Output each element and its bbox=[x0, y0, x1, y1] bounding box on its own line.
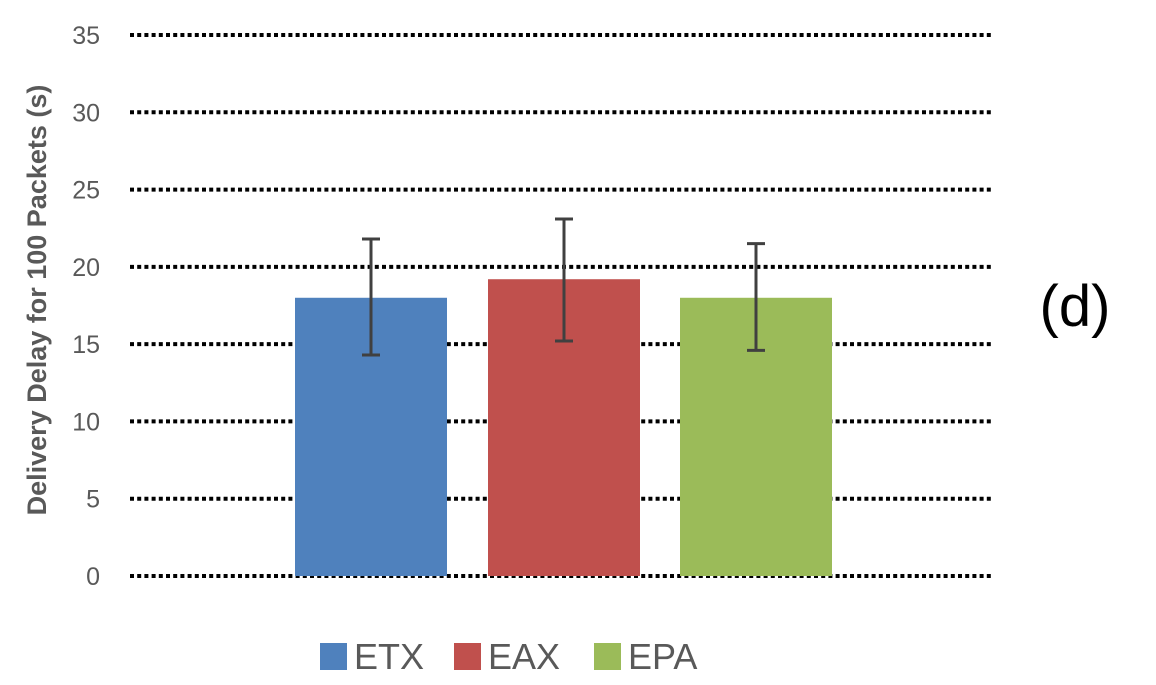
y-tick-label: 10 bbox=[72, 408, 100, 436]
legend-item-etx: ETX bbox=[320, 636, 424, 677]
legend-label: ETX bbox=[354, 636, 424, 677]
legend: ETX EAX EPA bbox=[320, 636, 697, 677]
legend-item-epa: EPA bbox=[594, 636, 697, 677]
y-tick-label: 30 bbox=[72, 99, 100, 127]
legend-swatch bbox=[454, 643, 481, 670]
error-bar-epa bbox=[747, 242, 765, 352]
legend-label: EAX bbox=[488, 636, 560, 677]
error-bar-etx bbox=[362, 237, 380, 357]
legend-swatch bbox=[594, 643, 621, 670]
panel-label: (d) bbox=[1040, 274, 1111, 339]
y-tick-label: 20 bbox=[72, 254, 100, 282]
y-tick-label: 5 bbox=[86, 486, 100, 514]
y-tick-labels: 0 5 10 15 20 25 30 35 bbox=[72, 22, 100, 591]
legend-item-eax: EAX bbox=[454, 636, 560, 677]
y-axis-label: Delivery Delay for 100 Packets (s) bbox=[22, 85, 52, 516]
y-tick-label: 15 bbox=[72, 331, 100, 359]
y-tick-label: 25 bbox=[72, 177, 100, 205]
legend-swatch bbox=[320, 643, 347, 670]
error-bars bbox=[362, 217, 765, 357]
legend-label: EPA bbox=[628, 636, 697, 677]
y-tick-label: 35 bbox=[72, 22, 100, 50]
y-tick-label: 0 bbox=[86, 563, 100, 591]
error-bar-eax bbox=[555, 217, 573, 343]
